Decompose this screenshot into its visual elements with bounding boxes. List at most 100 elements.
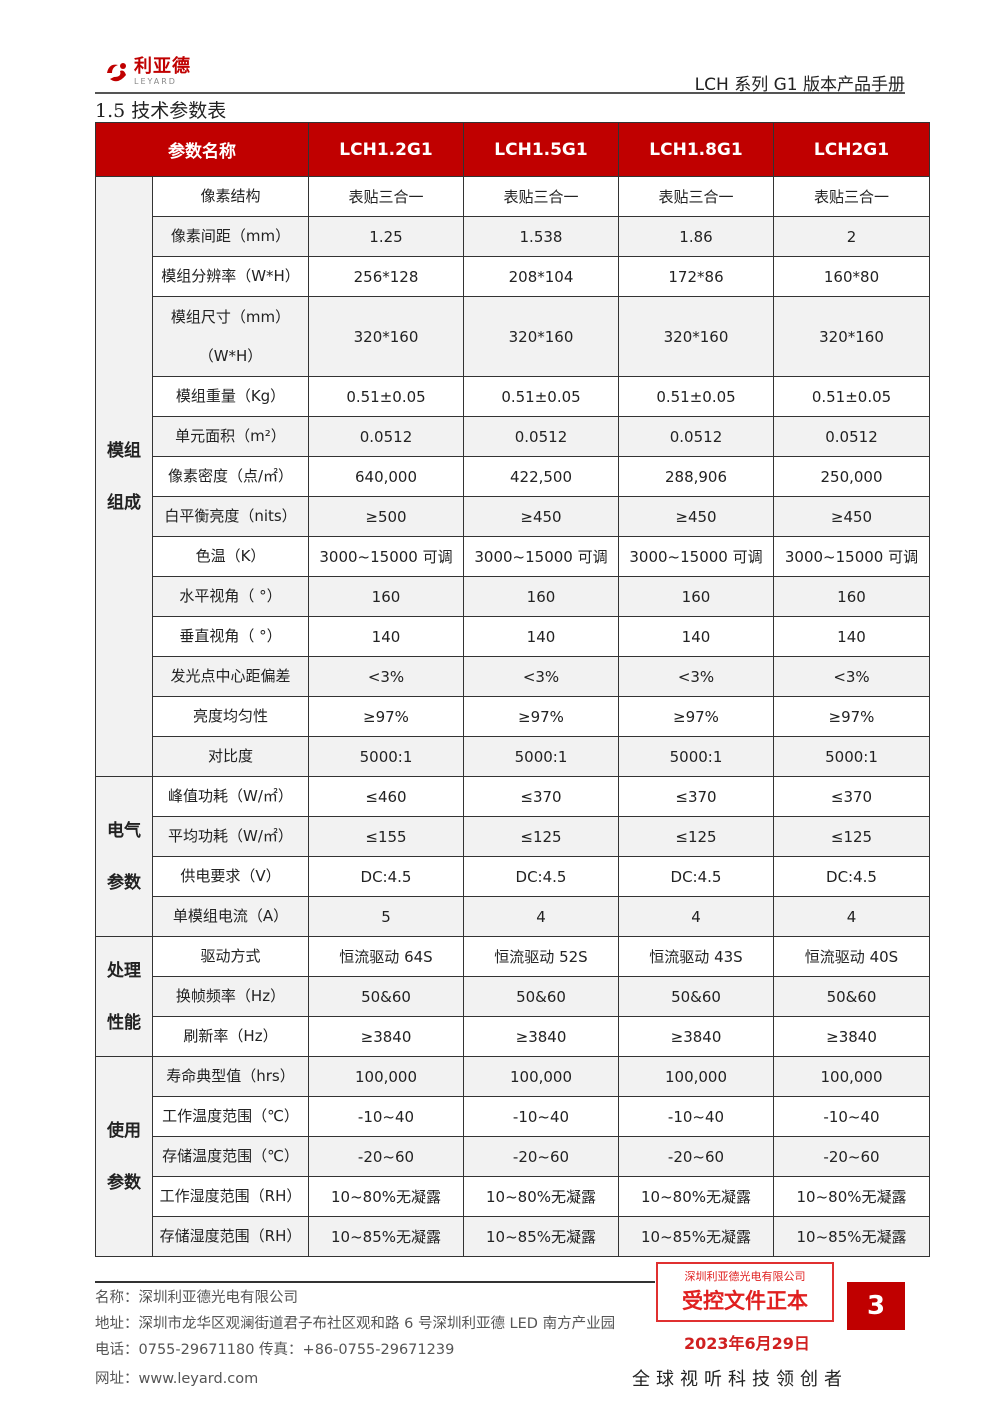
param-value: 1.86: [618, 216, 774, 257]
group-label-line: 电气: [107, 820, 141, 841]
param-value: 5000:1: [618, 736, 774, 777]
column-header: LCH2G1: [773, 122, 930, 177]
param-name: 像素间距（mm）: [152, 216, 309, 257]
param-value: 1.538: [463, 216, 619, 257]
param-name: 单元面积（m²）: [152, 416, 309, 457]
page-number: 3: [847, 1282, 905, 1330]
param-name: 对比度: [152, 736, 309, 777]
param-value: <3%: [773, 656, 930, 697]
controlled-copy-stamp: 深圳利亚德光电有限公司 受控文件正本: [656, 1262, 834, 1322]
column-header: LCH1.2G1: [308, 122, 464, 177]
param-value: 0.0512: [308, 416, 464, 457]
param-value: 4: [463, 896, 619, 937]
company-website[interactable]: 网址：www.leyard.com: [95, 1371, 259, 1387]
table-row: 白平衡亮度（nits） ≥500 ≥450 ≥450 ≥450: [96, 496, 930, 537]
param-value: ≤460: [308, 776, 464, 817]
param-value: 表贴三合一: [463, 176, 619, 217]
company-phone: 电话：0755-29671180 传真：+86-0755-29671239: [95, 1342, 455, 1358]
group-label: 处理 性能: [95, 936, 153, 1057]
table-row: 工作湿度范围（RH） 10~80%无凝露 10~80%无凝露 10~80%无凝露 10~…: [96, 1176, 930, 1217]
group-label-line: 模组: [107, 440, 141, 461]
param-name: 像素密度（点/㎡）: [152, 456, 309, 497]
group-label-line: 性能: [107, 1012, 141, 1033]
section-title: 1.5 技术参数表: [95, 100, 227, 122]
param-value: -20~60: [308, 1136, 464, 1177]
param-value: 208*104: [463, 256, 619, 297]
group-label-line: 参数: [107, 1172, 141, 1193]
table-row: 刷新率（Hz） ≥3840 ≥3840 ≥3840 ≥3840: [96, 1016, 930, 1057]
param-value: 5000:1: [308, 736, 464, 777]
param-value: DC:4.5: [308, 856, 464, 897]
param-name: 工作温度范围（℃）: [152, 1096, 309, 1137]
param-value: 0.51±0.05: [618, 376, 774, 417]
param-name: 换帧频率（Hz）: [152, 976, 309, 1017]
table-row: 存储温度范围（℃） -20~60 -20~60 -20~60 -20~60: [96, 1136, 930, 1177]
param-value: ≤125: [773, 816, 930, 857]
param-value: 恒流驱动 43S: [618, 936, 774, 977]
param-value: 10~80%无凝露: [463, 1176, 619, 1217]
param-name: 寿命典型值（hrs）: [152, 1056, 309, 1097]
param-value: ≥450: [463, 496, 619, 537]
param-value: 50&60: [773, 976, 930, 1017]
leyard-logo: 利亚德 LEYARD: [104, 58, 191, 86]
param-name: 工作湿度范围（RH）: [152, 1176, 309, 1217]
group-label: 电气 参数: [95, 776, 153, 937]
param-value: 160: [618, 576, 774, 617]
table-row: 换帧频率（Hz） 50&60 50&60 50&60 50&60: [96, 976, 930, 1017]
param-value: <3%: [618, 656, 774, 697]
table-row: 存储湿度范围（RH） 10~85%无凝露 10~85%无凝露 10~85%无凝露 10~…: [96, 1216, 930, 1257]
param-value: 表贴三合一: [773, 176, 930, 217]
param-name: 模组重量（Kg）: [152, 376, 309, 417]
param-name: 水平视角（ °）: [152, 576, 309, 617]
table-row: 模组分辨率（W*H） 256*128 208*104 172*86 160*80: [96, 256, 930, 297]
table-row: 像素间距（mm） 1.25 1.538 1.86 2: [96, 216, 930, 257]
param-value: ≥97%: [308, 696, 464, 737]
table-row: 模组重量（Kg） 0.51±0.05 0.51±0.05 0.51±0.05 0.51±…: [96, 376, 930, 417]
table-row: 单模组电流（A） 5 4 4 4: [96, 896, 930, 937]
param-value: ≤370: [773, 776, 930, 817]
param-value: ≤125: [463, 816, 619, 857]
group-label-line: 处理: [107, 960, 141, 981]
param-value: -10~40: [618, 1096, 774, 1137]
param-name: 垂直视角（ °）: [152, 616, 309, 657]
param-value: ≤155: [308, 816, 464, 857]
group-label-line: 使用: [107, 1120, 141, 1141]
param-name: 驱动方式: [152, 936, 309, 977]
param-value: 140: [618, 616, 774, 657]
table-row: 单元面积（m²） 0.0512 0.0512 0.0512 0.0512: [96, 416, 930, 457]
param-value: 320*160: [618, 296, 774, 377]
param-value: 0.51±0.05: [463, 376, 619, 417]
footer-divider: [95, 1281, 655, 1283]
param-value: <3%: [308, 656, 464, 697]
table-row: 供电要求（V） DC:4.5 DC:4.5 DC:4.5 DC:4.5: [96, 856, 930, 897]
param-value: 100,000: [618, 1056, 774, 1097]
param-name: 模组分辨率（W*H）: [152, 256, 309, 297]
table-row: 对比度 5000:1 5000:1 5000:1 5000:1: [96, 736, 930, 777]
param-name: 色温（K）: [152, 536, 309, 577]
param-value: ≥3840: [618, 1016, 774, 1057]
company-address: 地址：深圳市龙华区观澜街道君子布社区观和路 6 号深圳利亚德 LED 南方产业园: [95, 1316, 616, 1332]
param-value: 1.25: [308, 216, 464, 257]
param-value: 10~85%无凝露: [773, 1216, 930, 1257]
param-value: 100,000: [463, 1056, 619, 1097]
param-value: <3%: [463, 656, 619, 697]
column-header: 参数名称: [95, 122, 309, 177]
param-value: 50&60: [618, 976, 774, 1017]
group-label-line: 组成: [107, 492, 141, 513]
param-value: 140: [308, 616, 464, 657]
table-header-row: 参数名称 LCH1.2G1 LCH1.5G1 LCH1.8G1 LCH2G1: [95, 122, 930, 177]
param-value: -20~60: [618, 1136, 774, 1177]
param-value: 0.51±0.05: [308, 376, 464, 417]
spec-table: 参数名称 LCH1.2G1 LCH1.5G1 LCH1.8G1 LCH2G1 模…: [95, 122, 930, 1257]
param-value: 4: [618, 896, 774, 937]
param-value: DC:4.5: [773, 856, 930, 897]
param-value: ≤370: [618, 776, 774, 817]
param-value: ≥3840: [308, 1016, 464, 1057]
param-value: 320*160: [308, 296, 464, 377]
param-name: 模组尺寸（mm） （W*H）: [152, 296, 309, 377]
param-value: 10~85%无凝露: [463, 1216, 619, 1257]
param-value: ≥97%: [463, 696, 619, 737]
table-row: 垂直视角（ °） 140 140 140 140: [96, 616, 930, 657]
param-value: 0.51±0.05: [773, 376, 930, 417]
header-divider: [95, 92, 905, 94]
